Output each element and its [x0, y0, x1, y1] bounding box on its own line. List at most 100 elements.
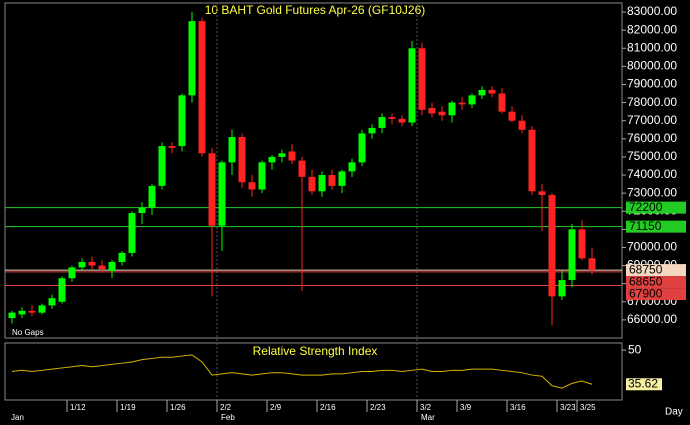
level-label-box — [626, 201, 686, 214]
rsi-tick-label: 50 — [628, 342, 642, 356]
candle-body — [448, 102, 456, 116]
candle-body — [28, 310, 36, 313]
x-tick-label: 3/16 — [510, 403, 526, 412]
candle-body — [78, 261, 86, 268]
x-tick-label: 2/16 — [320, 403, 336, 412]
candle-body — [388, 117, 396, 119]
candle-body — [118, 252, 126, 262]
y-tick-label: 75000.00 — [627, 149, 677, 163]
candle-body — [88, 261, 96, 266]
y-tick-label: 79000.00 — [627, 77, 677, 91]
y-tick-label: 81000.00 — [627, 40, 677, 54]
candle-body — [248, 182, 256, 190]
level-label: 71150 — [629, 219, 662, 233]
candle-body — [68, 267, 76, 279]
candle-body — [218, 162, 226, 226]
y-tick-label: 83000.00 — [627, 4, 677, 18]
rsi-title: Relative Strength Index — [253, 344, 378, 358]
rsi-value-box — [626, 378, 662, 391]
level-label: 68750 — [629, 262, 663, 276]
x-tick-label: 2/23 — [370, 403, 386, 412]
x-tick-label: 2/9 — [270, 403, 282, 412]
candle-body — [238, 137, 246, 183]
candle-body — [498, 93, 506, 112]
price-panel — [4, 2, 623, 339]
candle-body — [308, 176, 316, 192]
x-tick-label: 1/19 — [120, 403, 136, 412]
candle-body — [548, 194, 556, 297]
candle-body — [428, 108, 436, 114]
candle-body — [318, 175, 326, 192]
candle-body — [188, 21, 196, 96]
y-tick-label: 78000.00 — [627, 95, 677, 109]
candle-body — [298, 160, 306, 177]
x-tick-label: 3/23 — [560, 403, 576, 412]
level-label-box — [626, 220, 686, 233]
y-tick-label: 80000.00 — [627, 59, 677, 73]
candle-body — [338, 171, 346, 186]
candle-body — [438, 111, 446, 116]
chart-title: 10 BAHT Gold Futures Apr-26 (GF10J26) — [205, 3, 426, 17]
y-tick-label: 77000.00 — [627, 113, 677, 127]
month-label: Jan — [11, 413, 24, 422]
candle-body — [588, 258, 596, 271]
y-tick-label: 70000.00 — [627, 240, 677, 254]
month-label: Mar — [421, 413, 435, 422]
x-tick-label: 3/2 — [420, 403, 432, 412]
candle-body — [368, 127, 376, 134]
gap-note: No Gaps — [12, 328, 44, 337]
candle-body — [108, 261, 116, 271]
candle-body — [208, 153, 216, 226]
candle-body — [158, 146, 166, 186]
candle-body — [468, 95, 476, 105]
y-tick-label: 76000.00 — [627, 131, 677, 145]
candle-body — [228, 137, 236, 163]
x-tick-label: 3/9 — [460, 403, 472, 412]
y-tick-label: 73000.00 — [627, 185, 677, 199]
x-tick-label: 2/2 — [220, 403, 232, 412]
rsi-panel — [4, 342, 623, 401]
candle-body — [508, 111, 516, 121]
level-label: 67900 — [629, 286, 663, 300]
candle-body — [48, 298, 56, 306]
level-label-box — [626, 288, 686, 301]
candle-body — [358, 133, 366, 163]
candle-body — [8, 312, 16, 319]
candle-body — [198, 21, 206, 154]
level-label: 68650 — [629, 274, 663, 288]
candle-body — [348, 162, 356, 172]
x-tick-label: 1/26 — [170, 403, 186, 412]
candle-body — [538, 191, 546, 195]
candle-body — [148, 185, 156, 208]
candle-body — [58, 278, 66, 302]
candle-body — [98, 265, 106, 270]
candle-body — [278, 153, 286, 157]
x-tick-label: 3/25 — [580, 403, 596, 412]
level-label: 72200 — [629, 200, 663, 214]
candle-body — [518, 120, 526, 130]
candle-body — [568, 229, 576, 281]
candle-body — [268, 156, 276, 163]
candle-body — [18, 310, 26, 315]
candle-body — [38, 305, 46, 313]
level-label-box — [626, 264, 686, 277]
candle-body — [328, 175, 336, 186]
candle-body — [378, 117, 386, 128]
candle-body — [478, 89, 486, 96]
x-tick-label: 1/12 — [70, 403, 86, 412]
candle-body — [258, 162, 266, 190]
candle-body — [138, 207, 146, 214]
candle-body — [398, 118, 406, 123]
candle-body — [128, 213, 136, 253]
rsi-line — [11, 354, 593, 389]
candle-body — [178, 95, 186, 147]
y-tick-label: 74000.00 — [627, 167, 677, 181]
candle-body — [558, 280, 566, 297]
y-tick-label: 82000.00 — [627, 22, 677, 36]
candle-body — [168, 146, 176, 148]
candle-body — [458, 102, 466, 105]
month-label: Feb — [221, 413, 235, 422]
candle-body — [408, 48, 416, 123]
